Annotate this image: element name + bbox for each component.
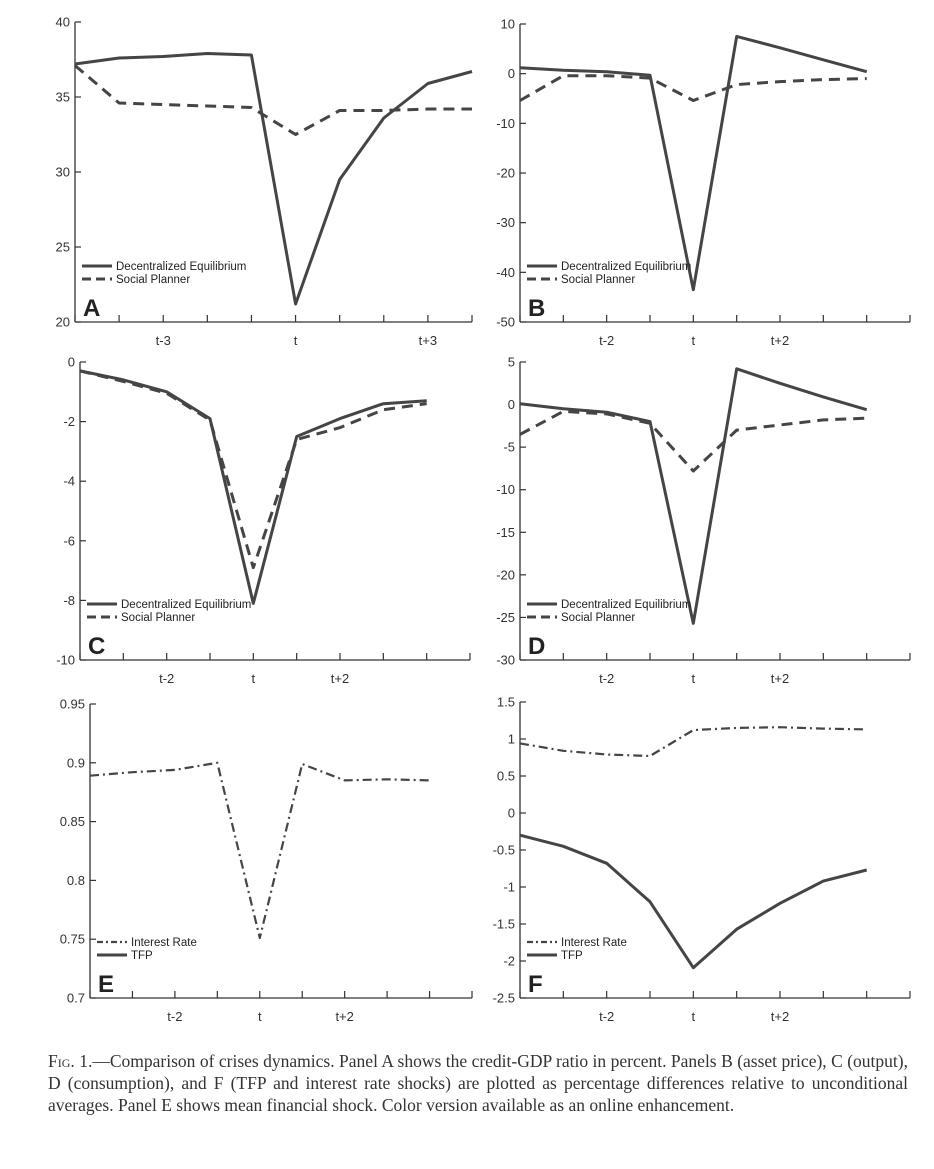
x-tick-label: t [692, 1009, 696, 1024]
legend-label: Social Planner [561, 274, 635, 286]
x-tick-label: t [252, 671, 256, 686]
caption-text: —Comparison of crises dynamics. Panel A … [48, 1051, 908, 1115]
x-tick-label: t+2 [331, 671, 349, 686]
figure-caption: Fig. 1.—Comparison of crises dynamics. P… [48, 1050, 908, 1116]
y-tick-label: 10 [501, 17, 515, 32]
y-tick-label: 0.85 [60, 814, 85, 829]
series-line-dashed [74, 64, 472, 136]
y-tick-label: 0.9 [67, 755, 85, 770]
x-tick-label: t-2 [599, 333, 614, 348]
y-tick-label: 25 [56, 240, 70, 255]
figure-canvas: 20 25 30 35 40 t-3 t t+3 Decentralized Equilibri… [56, 15, 911, 1024]
y-tick-label: -25 [496, 610, 515, 625]
legend-label: Decentralized Equilibrium [561, 599, 691, 611]
y-tick-label: 0.95 [60, 697, 85, 712]
y-tick-label: 0 [508, 397, 515, 412]
x-tick-label: t+2 [335, 1009, 353, 1024]
series-line-solid [519, 833, 868, 970]
y-tick-label: 0.7 [67, 991, 85, 1006]
y-tick-label: -1.5 [493, 917, 515, 932]
panel-f: -2.5 -2 -1.5 -1 -0.5 0 0.5 1 1.5 t-2 t t+2 Interest … [493, 695, 911, 1024]
x-tick-label: t-2 [599, 671, 614, 686]
series-line-dashed [79, 369, 427, 570]
y-tick-label: 30 [56, 165, 70, 180]
y-tick-label: -30 [496, 653, 515, 668]
y-tick-label: -8 [63, 593, 75, 608]
x-tick-label: t-2 [599, 1009, 614, 1024]
series-line-dashdot [89, 761, 430, 940]
panel-a: 20 25 30 35 40 t-3 t t+3 Decentralized Equilibri… [56, 15, 473, 348]
y-tick-label: -2.5 [493, 991, 515, 1006]
x-tick-label: t+3 [419, 333, 437, 348]
x-tick-label: t [258, 1009, 262, 1024]
y-tick-label: -40 [496, 265, 515, 280]
x-tick-label: t-2 [159, 671, 174, 686]
y-tick-label: 0.5 [497, 769, 515, 784]
y-tick-label: 20 [56, 315, 70, 330]
panel-d: -30 -25 -20 -15 -10 -5 0 5 t-2 t t+2 Decentralized … [496, 355, 911, 686]
series-line-solid [74, 52, 473, 306]
x-tick-label: t [692, 333, 696, 348]
x-tick-label: t-2 [167, 1009, 182, 1024]
y-tick-label: 0 [508, 806, 515, 821]
y-tick-label: -30 [496, 215, 515, 230]
legend-label: TFP [131, 950, 153, 962]
series-line-solid [519, 34, 868, 292]
legend-label: TFP [561, 950, 583, 962]
y-tick-label: -0.5 [493, 843, 515, 858]
y-tick-label: 5 [508, 355, 515, 370]
y-tick-label: 1 [508, 732, 515, 747]
y-tick-label: -20 [496, 567, 515, 582]
y-tick-label: 0.8 [67, 873, 85, 888]
legend-label: Decentralized Equilibrium [121, 599, 251, 611]
caption-label: Fig. 1. [48, 1051, 93, 1071]
panel-label: A [83, 295, 100, 322]
y-tick-label: -6 [63, 533, 75, 548]
panel-label: E [98, 971, 114, 998]
panel-b: -50 -40 -30 -20 -10 0 10 t-2 t t+2 Decentralized E… [496, 17, 911, 348]
x-tick-label: t [692, 671, 696, 686]
panel-label: F [528, 971, 543, 998]
y-tick-label: -10 [496, 482, 515, 497]
y-tick-label: -50 [496, 315, 515, 330]
series-line-dashed [519, 74, 867, 102]
panel-e: 0.7 0.75 0.8 0.85 0.9 0.95 t-2 t t+2 Interest Rat… [60, 697, 473, 1024]
x-tick-label: t+2 [771, 333, 789, 348]
legend-label: Decentralized Equilibrium [561, 261, 691, 273]
y-tick-label: 0 [68, 355, 75, 370]
panel-label: D [528, 633, 545, 660]
x-tick-label: t+2 [771, 1009, 789, 1024]
y-tick-label: -2 [63, 414, 75, 429]
legend-label: Social Planner [561, 612, 635, 624]
y-tick-label: -10 [496, 116, 515, 131]
y-tick-label: -20 [496, 166, 515, 181]
panel-c: -10 -8 -6 -4 -2 0 t-2 t t+2 Decentralized Equilib… [56, 355, 471, 686]
x-tick-label: t+2 [771, 671, 789, 686]
y-tick-label: 0 [508, 66, 515, 81]
x-tick-label: t [294, 333, 298, 348]
y-tick-label: -4 [63, 474, 75, 489]
series-line-dashed [519, 409, 867, 473]
series-line-solid [519, 367, 868, 625]
panel-label: B [528, 295, 545, 322]
series-line-dashdot [519, 726, 867, 758]
y-tick-label: 35 [56, 90, 70, 105]
legend-label: Interest Rate [561, 937, 627, 949]
panel-label: C [88, 633, 105, 660]
x-tick-label: t-3 [156, 333, 171, 348]
legend-label: Decentralized Equilibrium [116, 261, 246, 273]
y-tick-label: -15 [496, 525, 515, 540]
legend-label: Social Planner [121, 612, 195, 624]
legend-label: Interest Rate [131, 937, 197, 949]
y-tick-label: 0.75 [60, 932, 85, 947]
y-tick-label: -5 [503, 440, 515, 455]
legend-label: Social Planner [116, 274, 190, 286]
y-tick-label: -10 [56, 653, 75, 668]
y-tick-label: 40 [56, 15, 70, 30]
y-tick-label: 1.5 [497, 695, 515, 710]
y-tick-label: -2 [503, 954, 515, 969]
y-tick-label: -1 [503, 880, 515, 895]
